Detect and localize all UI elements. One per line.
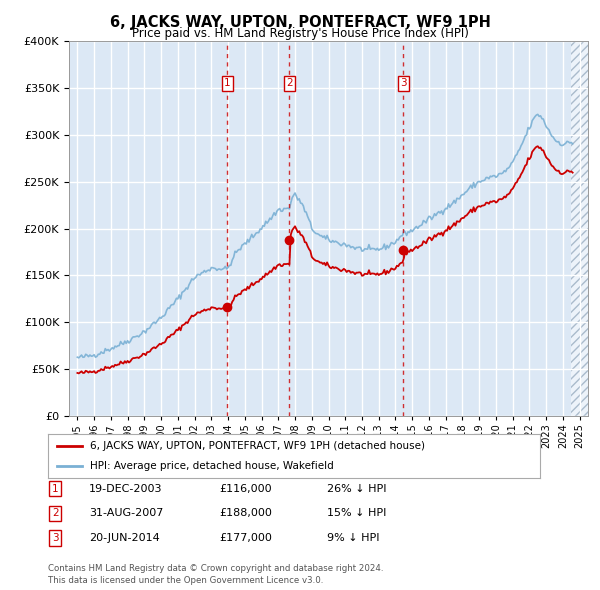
Bar bbox=[571, 41, 588, 416]
Text: £116,000: £116,000 bbox=[219, 484, 272, 493]
Text: This data is licensed under the Open Government Licence v3.0.: This data is licensed under the Open Gov… bbox=[48, 576, 323, 585]
Text: 19-DEC-2003: 19-DEC-2003 bbox=[89, 484, 162, 493]
Text: 20-JUN-2014: 20-JUN-2014 bbox=[89, 533, 160, 543]
Text: £177,000: £177,000 bbox=[219, 533, 272, 543]
Text: 3: 3 bbox=[52, 533, 59, 543]
Bar bbox=[571, 41, 588, 416]
Text: 15% ↓ HPI: 15% ↓ HPI bbox=[327, 509, 386, 518]
Text: 31-AUG-2007: 31-AUG-2007 bbox=[89, 509, 163, 518]
Text: 9% ↓ HPI: 9% ↓ HPI bbox=[327, 533, 380, 543]
Text: £188,000: £188,000 bbox=[219, 509, 272, 518]
Text: 1: 1 bbox=[224, 78, 230, 88]
Text: 2: 2 bbox=[286, 78, 293, 88]
Text: 1: 1 bbox=[52, 484, 59, 493]
Text: HPI: Average price, detached house, Wakefield: HPI: Average price, detached house, Wake… bbox=[90, 461, 334, 471]
Text: 3: 3 bbox=[400, 78, 407, 88]
Text: 6, JACKS WAY, UPTON, PONTEFRACT, WF9 1PH: 6, JACKS WAY, UPTON, PONTEFRACT, WF9 1PH bbox=[110, 15, 490, 30]
Text: Price paid vs. HM Land Registry's House Price Index (HPI): Price paid vs. HM Land Registry's House … bbox=[131, 27, 469, 40]
Text: 2: 2 bbox=[52, 509, 59, 518]
Text: Contains HM Land Registry data © Crown copyright and database right 2024.: Contains HM Land Registry data © Crown c… bbox=[48, 565, 383, 573]
Text: 26% ↓ HPI: 26% ↓ HPI bbox=[327, 484, 386, 493]
Text: 6, JACKS WAY, UPTON, PONTEFRACT, WF9 1PH (detached house): 6, JACKS WAY, UPTON, PONTEFRACT, WF9 1PH… bbox=[90, 441, 425, 451]
